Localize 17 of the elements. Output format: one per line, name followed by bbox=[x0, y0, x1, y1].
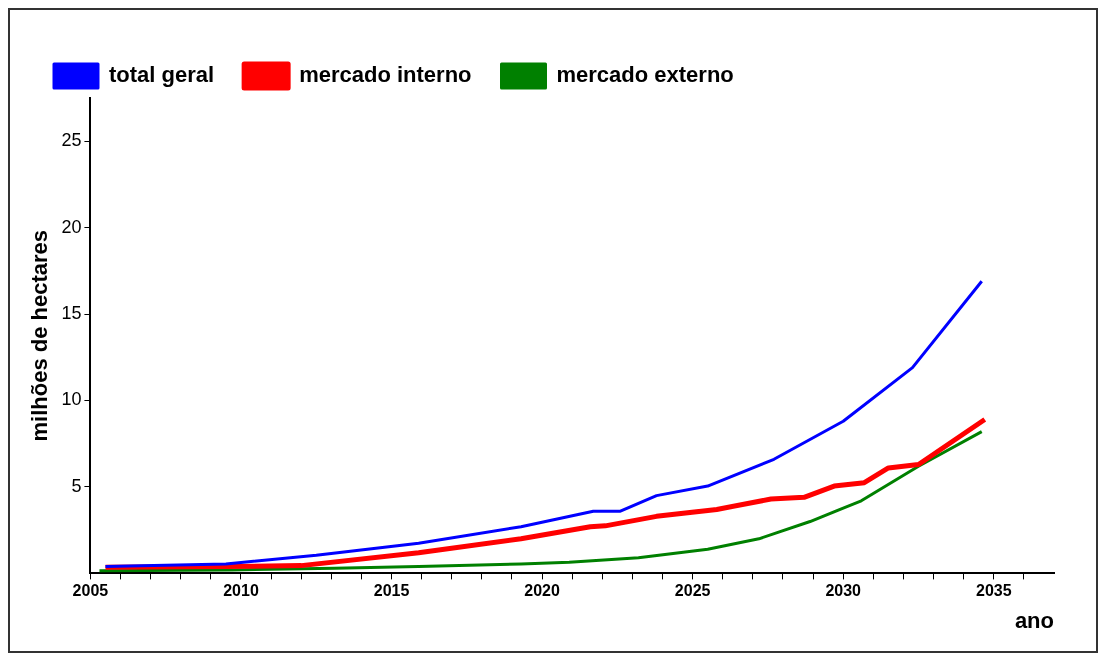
y-tick-label: 15 bbox=[61, 303, 82, 324]
x-tick-label: 2010 bbox=[223, 582, 259, 600]
legend-label: total geral bbox=[109, 62, 215, 88]
x-tick-label: 2015 bbox=[373, 582, 410, 600]
y-axis-title: milhões de hectares bbox=[27, 229, 53, 442]
legend-label: mercado externo bbox=[556, 62, 734, 88]
x-tick-label: 2035 bbox=[975, 582, 1012, 600]
y-tick-label: 25 bbox=[61, 130, 82, 151]
x-tick-label: 2005 bbox=[72, 582, 109, 600]
x-tick-label: 2020 bbox=[524, 582, 560, 600]
x-tick-label: 2030 bbox=[825, 582, 862, 600]
y-tick-label: 5 bbox=[71, 475, 82, 496]
y-tick-label: 10 bbox=[61, 389, 82, 410]
x-axis-title: ano bbox=[1014, 607, 1054, 633]
x-tick-label: 2025 bbox=[674, 582, 711, 600]
y-tick-label: 20 bbox=[61, 216, 82, 237]
legend-label: mercado interno bbox=[299, 62, 472, 88]
